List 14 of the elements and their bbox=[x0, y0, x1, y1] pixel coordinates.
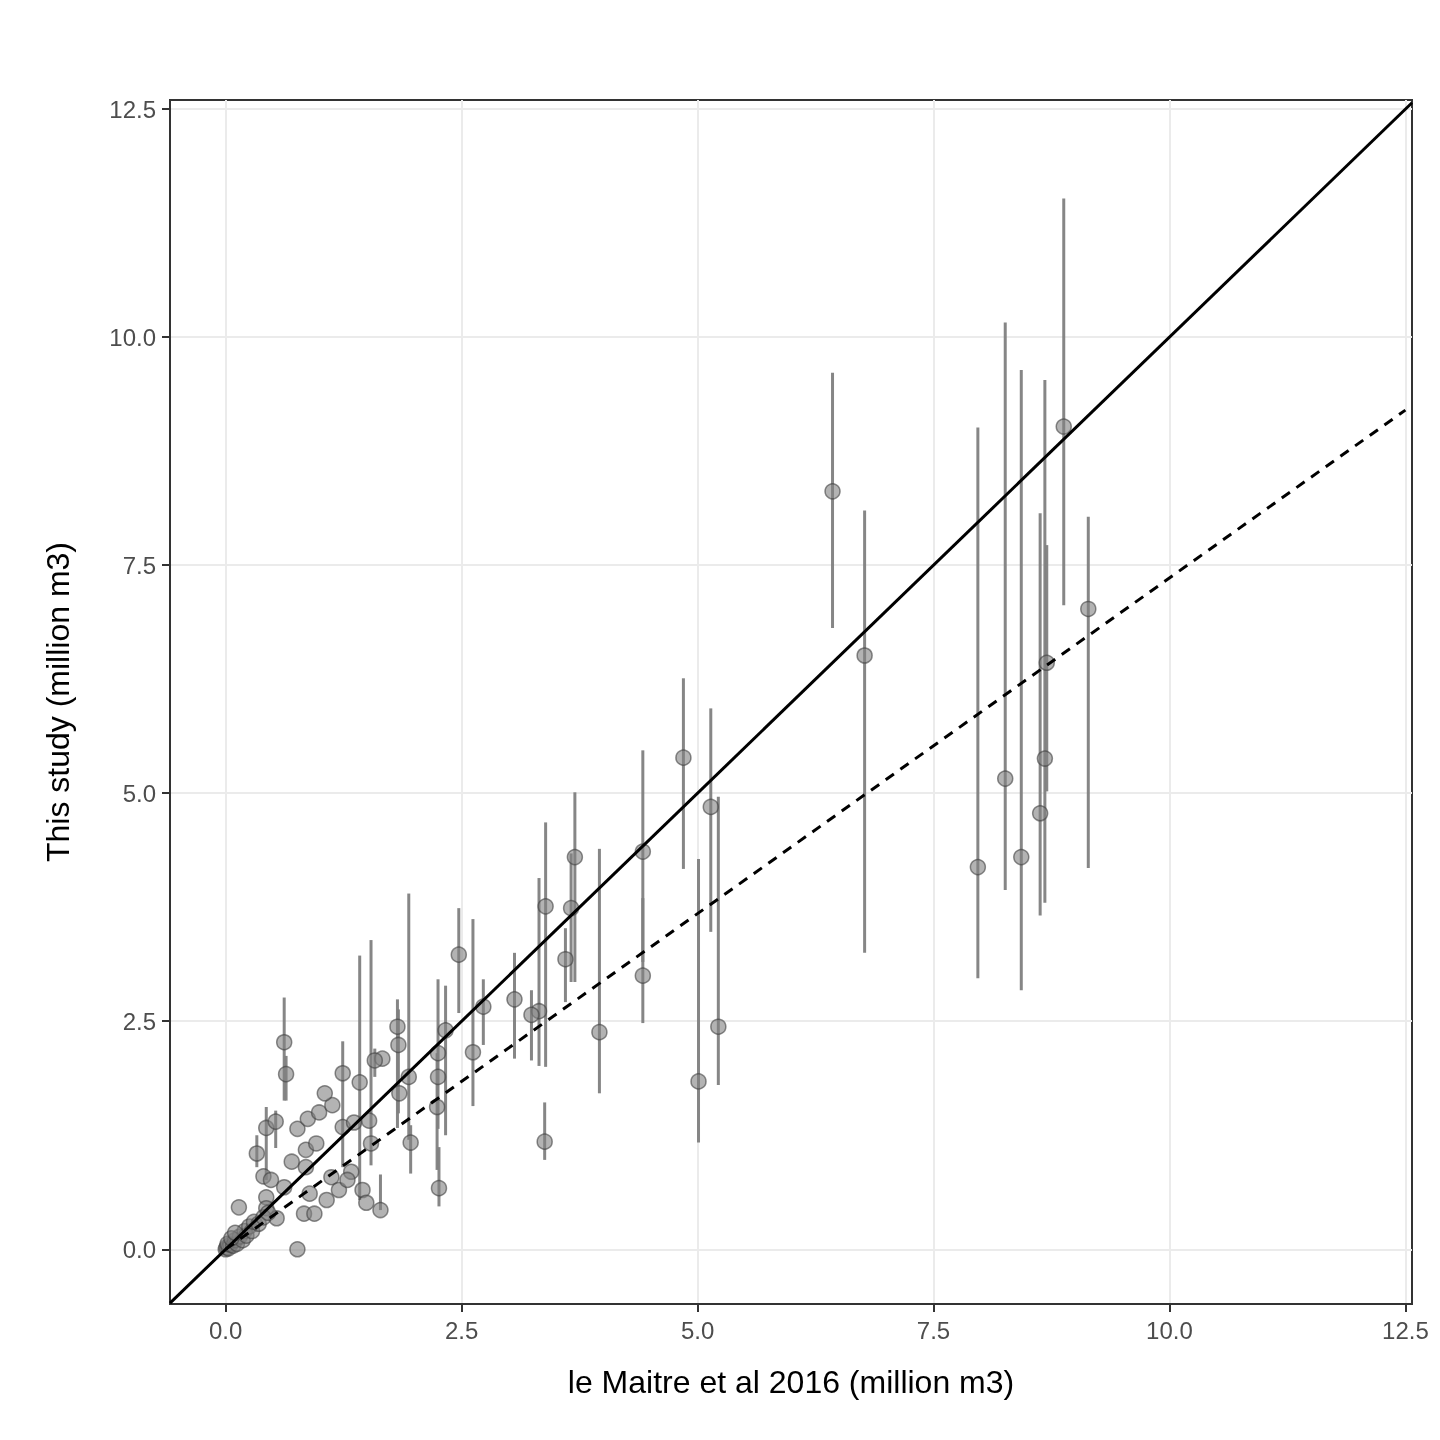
y-axis-title: This study (million m3) bbox=[40, 541, 76, 863]
x-tick-label: 5.0 bbox=[680, 1316, 715, 1344]
y-tick-label: 2.5 bbox=[122, 1007, 156, 1035]
y-tick-label: 10.0 bbox=[109, 323, 156, 351]
y-tick-label: 12.5 bbox=[109, 95, 156, 123]
y-tick-label: 0.0 bbox=[122, 1235, 156, 1263]
x-tick-label: 0.0 bbox=[208, 1316, 243, 1344]
x-tick-label: 2.5 bbox=[444, 1316, 479, 1344]
x-tick-label: 10.0 bbox=[1146, 1316, 1193, 1344]
y-tick-label: 7.5 bbox=[122, 551, 156, 579]
x-tick-label: 7.5 bbox=[916, 1316, 951, 1344]
y-tick-label: 5.0 bbox=[122, 779, 156, 807]
x-tick-label: 12.5 bbox=[1382, 1316, 1429, 1344]
x-axis-title: le Maitre et al 2016 (million m3) bbox=[567, 1364, 1015, 1400]
